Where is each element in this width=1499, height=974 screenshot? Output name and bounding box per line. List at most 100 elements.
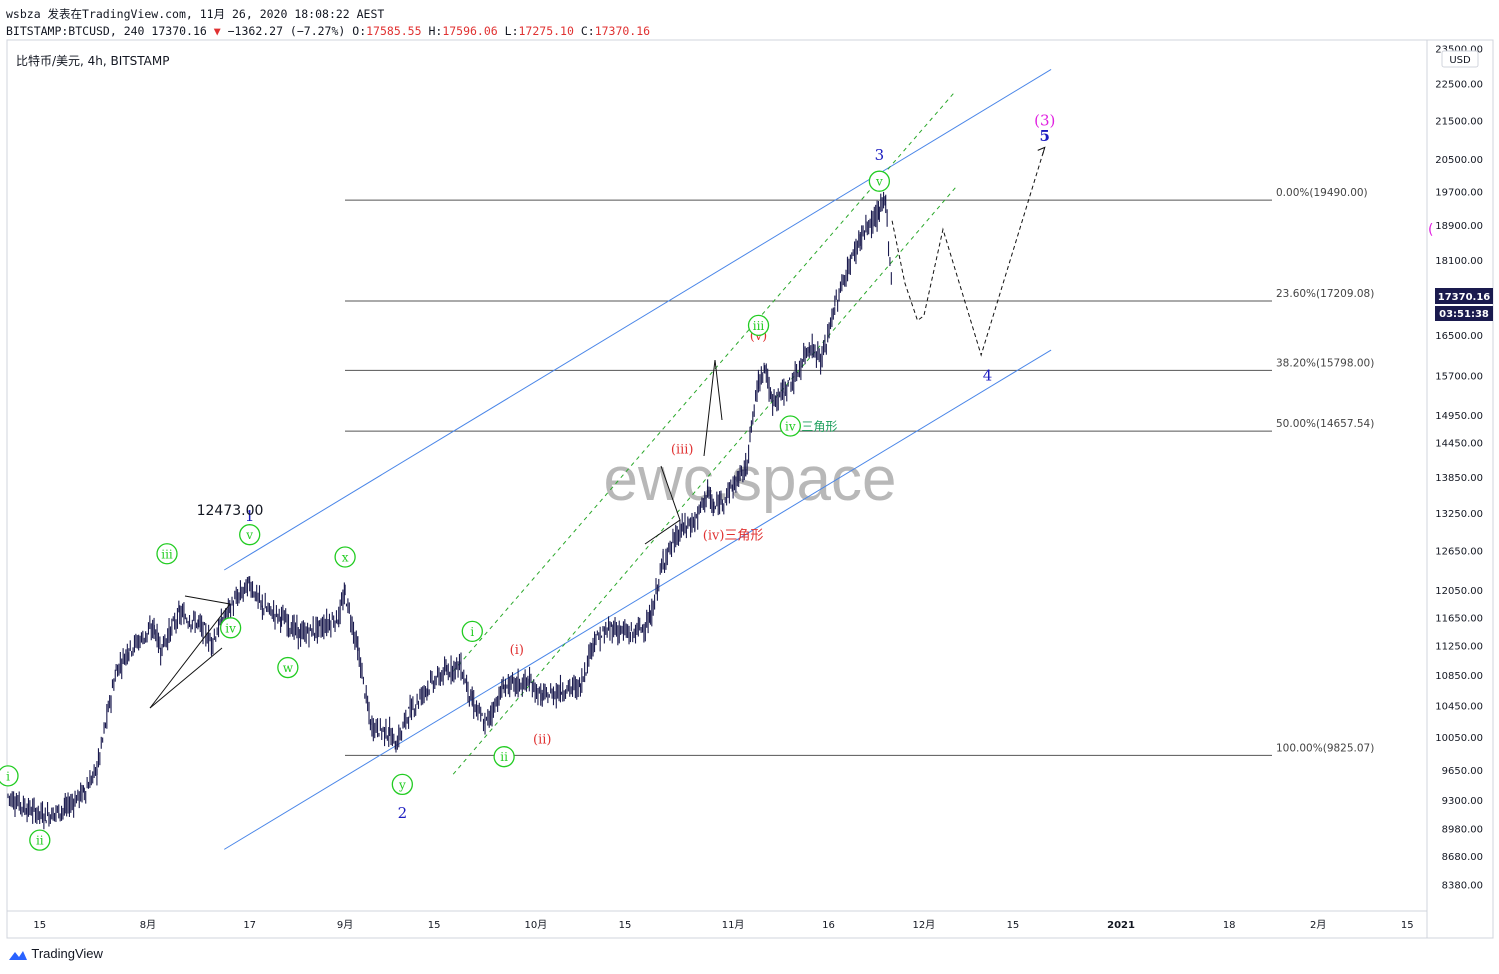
symbol: BITSTAMP:BTCUSD, 240 — [6, 24, 145, 38]
wave-label: (iii) — [671, 442, 694, 457]
price-tag: 17370.16 03:51:38 — [1435, 288, 1493, 321]
wave-label: x — [342, 550, 349, 564]
offscreen-label-marker: ( — [1428, 222, 1433, 238]
wave-circle — [0, 765, 19, 787]
high-annotation: 12473.00 — [197, 503, 264, 519]
wave-circle — [868, 170, 891, 192]
x-tick-label: 11月 — [722, 919, 745, 931]
wave-label: i — [470, 625, 474, 639]
y-tick-label: 10450.00 — [1435, 701, 1483, 712]
y-tick-label: 18100.00 — [1435, 256, 1483, 267]
y-tick-label: 13250.00 — [1435, 509, 1483, 520]
watermark: ewc.space — [604, 445, 897, 514]
fib-label: 100.00%(9825.07) — [1276, 742, 1374, 754]
tradingview-logo[interactable]: TradingView — [8, 946, 103, 962]
wave-circle — [239, 524, 261, 546]
wave-labels: iiiiiiivv1wxy2iii(i)(ii)(iii)(iv)三角形(v)i… — [0, 112, 1055, 851]
high-value: 17596.06 — [442, 24, 498, 38]
y-tick-label: 8380.00 — [1442, 880, 1483, 891]
y-tick-label: 14950.00 — [1435, 411, 1483, 422]
currency-label: USD — [1449, 55, 1471, 66]
channels[interactable] — [223, 68, 1052, 850]
wave-label: 3 — [875, 146, 885, 164]
triangles[interactable] — [149, 359, 723, 709]
y-tick-label: 20500.00 — [1435, 155, 1483, 166]
x-tick-label: 16 — [822, 920, 835, 931]
wave-circle — [219, 617, 242, 639]
countdown-value: 03:51:38 — [1439, 309, 1489, 320]
y-tick-label: 21500.00 — [1435, 117, 1483, 128]
wave-label: (iv)三角形 — [703, 529, 764, 544]
wave-circle — [779, 415, 801, 437]
fib-label: 38.20%(15798.00) — [1276, 357, 1374, 369]
y-tick-label: 15700.00 — [1435, 371, 1483, 382]
wave-circle — [461, 620, 483, 642]
wave-circle — [29, 829, 51, 851]
wave-circle — [493, 746, 515, 768]
open-value: 17585.55 — [366, 24, 422, 38]
post-info: wsbza 发表在TradingView.com, 11月 26, 2020 1… — [6, 7, 385, 21]
y-tick-label: 14450.00 — [1435, 439, 1483, 450]
triangle-wave-iv — [149, 595, 231, 709]
projection-path[interactable] — [891, 146, 1046, 357]
x-tick-label: 12月 — [913, 919, 936, 931]
x-tick-label: 15 — [428, 920, 441, 931]
wave-label: (3) — [1034, 112, 1055, 130]
price-tag-value: 17370.16 — [1438, 292, 1491, 303]
x-tick-label: 2月 — [1310, 919, 1326, 931]
y-tick-label: 11250.00 — [1435, 642, 1483, 653]
close-value: 17370.16 — [594, 24, 651, 38]
currency-badge[interactable] — [1441, 50, 1479, 68]
x-tick-label: 15 — [1007, 920, 1020, 931]
y-tick-label: 22500.00 — [1435, 80, 1483, 91]
wave-label: ii — [36, 834, 44, 848]
wave-label: v — [245, 528, 253, 542]
price-axis[interactable]: 23500.00 22500.00 21500.00 20500.00 19700.00… — [1435, 44, 1483, 891]
price-tag-box — [1435, 288, 1493, 304]
countdown-box — [1435, 306, 1493, 321]
y-tick-label: 23500.00 — [1435, 44, 1483, 55]
x-tick-label: 10月 — [525, 919, 548, 931]
wave-circle — [334, 546, 356, 568]
ohlc-bar: BITSTAMP:BTCUSD, 240 17370.16 ▼ −1362.27… — [6, 24, 651, 38]
y-tick-label: 9650.00 — [1442, 766, 1483, 777]
x-tick-label: 17 — [243, 920, 256, 931]
wave-label: iii — [161, 547, 173, 561]
x-tick-label: 2021 — [1107, 920, 1135, 931]
wave-circle — [747, 314, 770, 337]
y-tick-label: 11650.00 — [1435, 613, 1483, 624]
x-tick-label: 15 — [33, 920, 46, 931]
chart-legend: 比特币/美元, 4h, BITSTAMP — [16, 53, 169, 68]
tradingview-icon — [9, 950, 27, 960]
projection-line — [891, 147, 1046, 357]
outer-channel-line — [223, 349, 1052, 850]
x-tick-label: 8月 — [140, 919, 156, 931]
down-arrow-icon: ▼ — [213, 24, 221, 38]
y-tick-label: 16500.00 — [1435, 331, 1483, 342]
wave-circle — [391, 773, 413, 796]
y-tick-label: 12050.00 — [1435, 586, 1483, 597]
low-value: 17275.10 — [518, 24, 574, 38]
fib-label: 0.00%(19490.00) — [1276, 187, 1368, 199]
wave-label: y — [398, 778, 406, 792]
wave-label: (i) — [510, 643, 524, 658]
y-tick-label: 9300.00 — [1442, 796, 1483, 807]
y-tick-label: 8980.00 — [1442, 824, 1483, 835]
wave-label: iv — [785, 420, 796, 434]
y-tick-label: 12650.00 — [1435, 547, 1483, 558]
y-tick-label: 8680.00 — [1442, 852, 1483, 863]
wave-label: 4 — [983, 366, 993, 384]
y-tick-label: 10850.00 — [1435, 671, 1483, 682]
y-tick-label: 19700.00 — [1435, 187, 1483, 198]
triangle-wave-iv-lower — [149, 647, 223, 709]
brand-name: TradingView — [31, 946, 103, 961]
candles — [7, 191, 892, 830]
triangle-wave-iv-green — [703, 359, 723, 457]
time-axis[interactable]: 15 8月 17 9月 15 10月 15 11月 16 12月 15 2021 18 2月 15 — [33, 919, 1413, 931]
y-tick-label: 13850.00 — [1435, 473, 1483, 484]
y-tick-label: 10050.00 — [1435, 733, 1483, 744]
chart-frame — [6, 39, 1494, 939]
x-tick-label: 15 — [1401, 920, 1414, 931]
fib-retracement[interactable]: 0.00%(19490.00) 23.60%(17209.08) 38.20%(15… — [345, 187, 1374, 756]
